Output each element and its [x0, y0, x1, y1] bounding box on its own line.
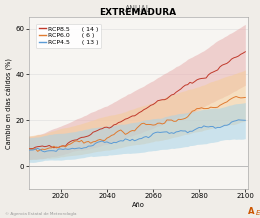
Legend: RCP8.5      ( 14 ), RCP6.0      ( 6 ), RCP4.5      ( 13 ): RCP8.5 ( 14 ), RCP6.0 ( 6 ), RCP4.5 ( 13…: [36, 24, 101, 48]
Title: EXTREMADURA: EXTREMADURA: [100, 8, 177, 17]
Text: Emet: Emet: [256, 210, 260, 216]
Text: A: A: [248, 207, 255, 216]
Text: ANUAL: ANUAL: [125, 5, 151, 14]
Text: © Agencia Estatal de Meteorología: © Agencia Estatal de Meteorología: [5, 212, 77, 216]
X-axis label: Año: Año: [132, 202, 145, 208]
Y-axis label: Cambio en dias cálidos (%): Cambio en dias cálidos (%): [5, 58, 12, 149]
